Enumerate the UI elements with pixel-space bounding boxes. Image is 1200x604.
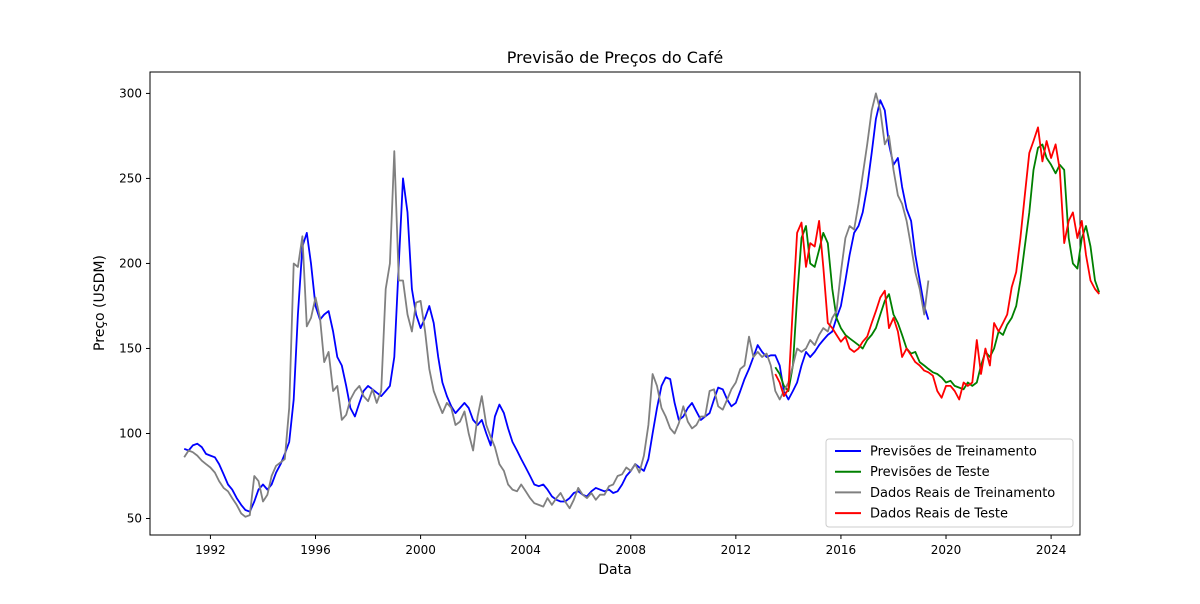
x-tick-label: 1992: [195, 543, 226, 557]
series-line-dados-reais-de-treinamento: [183, 92, 930, 518]
chart-title: Previsão de Preços do Café: [507, 48, 723, 67]
y-tick-label: 150: [119, 341, 142, 355]
plot-frame: [149, 71, 1081, 536]
series-line-previsoes-de-treinamento: [183, 99, 930, 513]
x-tick-label: 2024: [1036, 543, 1067, 557]
y-tick-label: 300: [119, 86, 142, 100]
y-axis-label: Preço (USDM): [92, 255, 108, 351]
y-tick-label: 200: [119, 256, 142, 270]
y-tick-label: 50: [127, 512, 142, 526]
y-axis: 50 100 150 200 250 300: [119, 86, 150, 526]
x-tick-label: 2012: [721, 543, 752, 557]
x-axis-label: Data: [598, 562, 631, 578]
x-tick-label: 1996: [300, 543, 331, 557]
legend-label: Dados Reais de Teste: [870, 507, 1008, 522]
legend-label: Dados Reais de Treinamento: [870, 486, 1055, 501]
series-layer: [183, 92, 1101, 518]
x-tick-label: 2016: [826, 543, 857, 557]
x-tick-label: 2004: [510, 543, 541, 557]
x-tick-label: 2000: [405, 543, 436, 557]
legend: Previsões de Treinamento Previsões de Tes…: [825, 438, 1074, 528]
y-tick-label: 100: [119, 426, 142, 440]
legend-label: Previsões de Treinamento: [870, 445, 1037, 460]
series-line-previsoes-de-teste: [774, 143, 1101, 392]
plot-area: 1992 1996 2000 2004 2008 2012 2016 2020 2024 50 1…: [119, 71, 1101, 557]
x-tick-label: 2008: [615, 543, 646, 557]
series-line-dados-reais-de-teste: [774, 126, 1100, 401]
legend-box: [825, 438, 1074, 528]
legend-label: Previsões de Teste: [870, 465, 990, 480]
y-tick-label: 250: [119, 171, 142, 185]
x-tick-label: 2020: [931, 543, 962, 557]
x-axis: 1992 1996 2000 2004 2008 2012 2016 2020 2024: [195, 535, 1066, 557]
